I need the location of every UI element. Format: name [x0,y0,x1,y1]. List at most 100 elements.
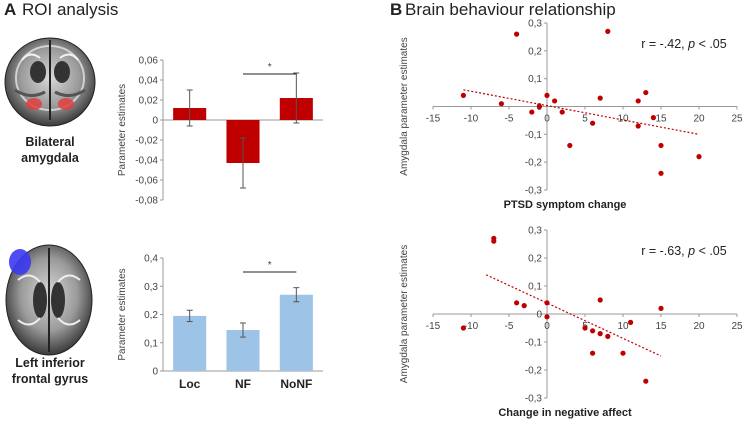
y-tick-label: -0,2 [525,158,543,169]
y-tick-label: 0,06 [139,56,159,67]
data-point [529,109,535,115]
x-tick-label: 15 [655,321,667,332]
y-tick-label: -0,3 [525,394,543,405]
data-point [498,101,504,107]
y-tick-label: 0,3 [144,282,158,293]
data-point [635,98,641,104]
y-tick-label: -0,02 [135,136,158,147]
data-point [544,300,550,306]
x-tick-label: -15 [426,114,441,125]
data-point [567,142,573,149]
data-point [605,333,611,339]
data-point [536,103,543,110]
y-axis-label: Amygdala parameter estimates [399,245,410,383]
x-tick-label: -15 [426,321,441,332]
correlation-annotation: r = -.63, p < .05 [641,244,727,258]
y-axis-label: Parameter estimates [117,268,128,360]
y-tick-label: 0 [536,310,542,321]
amygdala-right-highlight [58,98,74,110]
data-point [597,95,603,101]
x-tick-label: 20 [693,321,705,332]
y-tick-label: 0,3 [528,226,542,237]
category-label: Loc [179,377,201,391]
data-point [582,325,588,331]
y-tick-label: -0,1 [525,338,543,349]
y-tick-label: 0 [152,116,158,127]
data-point [597,297,603,303]
x-tick-label: 10 [617,114,629,125]
data-point [514,300,520,306]
panel-a-title: ROI analysis [22,0,118,19]
region-label-line4: frontal gyrus [12,372,88,386]
data-point [460,92,466,98]
y-axis-label: Parameter estimates [117,84,128,176]
y-tick-label: 0,2 [528,46,542,57]
region-label-line2: amygdala [21,151,80,165]
x-tick-label: 15 [655,114,667,125]
data-point [597,331,603,337]
data-point [658,305,664,311]
panel-a-letter: A [4,0,16,19]
y-tick-label: -0,06 [135,176,158,187]
panel-b-title: Brain behaviour relationship [405,0,616,19]
y-tick-label: 0,1 [528,282,542,293]
bar-nonf [279,294,313,371]
x-tick-label: 20 [693,114,705,125]
amygdala-left-highlight [26,98,42,110]
ifg-bar-chart: 0 0,1 0,2 0,3 0,4 Parameter estimates Loc NF NoN… [117,254,323,391]
x-tick-label: -10 [464,321,479,332]
x-tick-label: 25 [731,321,743,332]
affect-scatter-chart: -15-10-505101520250,30,20,10-0,1-0,2-0,3… [399,226,743,420]
data-point [590,120,596,126]
data-point [696,154,702,160]
data-point [650,115,657,121]
ifg-highlight [9,249,31,275]
y-tick-label: 0,2 [528,254,542,265]
data-point [460,325,466,331]
data-point [514,31,520,37]
data-point [643,378,649,384]
x-tick-label: 0 [544,114,550,125]
x-tick-label: 5 [582,114,588,125]
y-axis-label: Amygdala parameter estimates [399,37,410,175]
correlation-annotation: r = -.42, p < .05 [641,37,727,51]
data-point [628,319,634,325]
y-tick-label: 0,3 [528,19,542,30]
data-point [643,89,649,96]
y-tick-label: -0,04 [135,156,158,167]
data-point [620,350,626,356]
data-point [635,123,641,129]
y-tick-label: 0,1 [144,338,158,349]
x-axis-label: PTSD symptom change [504,199,627,211]
x-tick-label: -10 [464,114,479,125]
y-tick-label: 0,1 [528,74,542,85]
x-tick-label: -5 [505,321,514,332]
significance-star: * [268,62,272,73]
trend-line [485,274,662,357]
data-point [544,92,550,98]
data-point [544,314,550,320]
y-tick-label: 0,4 [144,254,158,265]
data-point [590,350,596,356]
bar-loc [173,315,207,371]
y-tick-label: 0 [152,367,158,378]
ptsd-scatter-chart: -15-10-505101520250,30,20,10-0,1-0,2-0,3… [399,19,743,212]
significance-star: * [268,260,272,271]
panel-b-letter: B [390,0,402,19]
amygdala-bar-chart: -0,08 -0,06 -0,04 -0,02 0 0,02 0,04 0,06 Paramet… [117,56,323,207]
category-label: NF [235,377,251,391]
data-point [658,142,664,149]
brain-axial-image [5,244,93,356]
brain-coronal-image [4,37,96,127]
y-tick-label: 0,2 [144,310,158,321]
y-tick-label: -0,1 [525,130,543,141]
x-axis-label: Change in negative affect [498,407,632,419]
data-point [658,170,664,176]
category-label: NoNF [280,377,312,391]
data-point [521,303,527,309]
region-label-line3: Left inferior [15,356,85,370]
x-tick-label: 10 [617,321,629,332]
data-point [552,98,558,104]
y-tick-label: -0,2 [525,366,543,377]
